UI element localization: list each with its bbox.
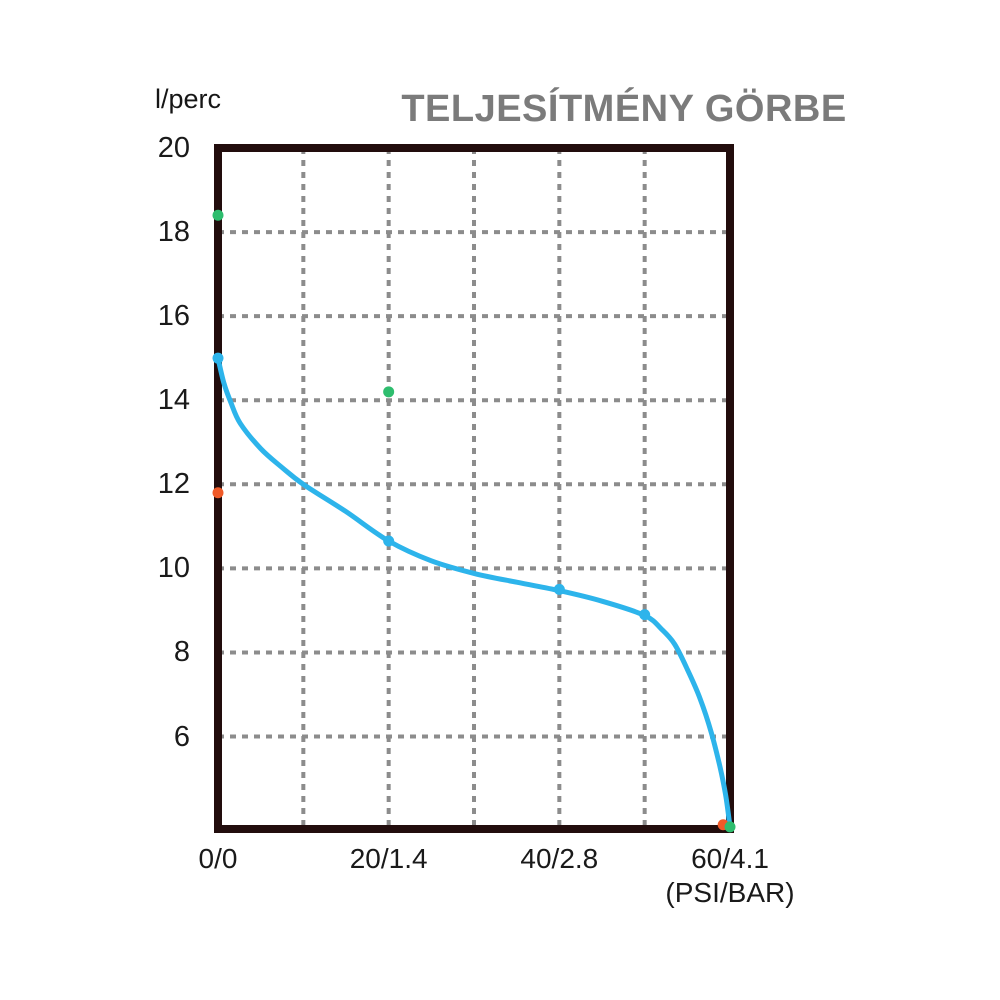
y-tick-label: 14 [157,384,190,417]
green-dot [383,386,395,398]
green-dot [212,209,224,221]
y-tick-label: 8 [173,636,190,669]
x-axis-unit-label: (PSI/BAR) [665,877,795,908]
chart-title: TELJESÍTMÉNY GÖRBE [401,88,847,130]
curve-marker-dot [383,535,395,547]
x-tick-label: 40/2.8 [520,843,599,874]
curve-marker-dot [553,583,565,595]
x-tick-label: 60/4.1 [691,843,769,874]
x-tick-label: 0/0 [198,843,238,874]
y-tick-label: 12 [157,468,190,501]
y-tick-label: 20 [157,132,190,164]
green-dot [724,821,736,833]
orange-dot [212,487,224,499]
curve-marker-dot [639,609,651,621]
y-tick-label: 6 [173,720,190,753]
y-tick-label: 18 [157,216,190,249]
y-axis-unit-label: l/perc [155,84,222,114]
flow-vs-pressure-curve [215,355,733,830]
y-tick-label: 16 [157,300,190,333]
y-tick-label: 10 [157,552,190,585]
curve-marker-dot [212,352,224,364]
x-tick-label: 20/1.4 [349,843,428,874]
